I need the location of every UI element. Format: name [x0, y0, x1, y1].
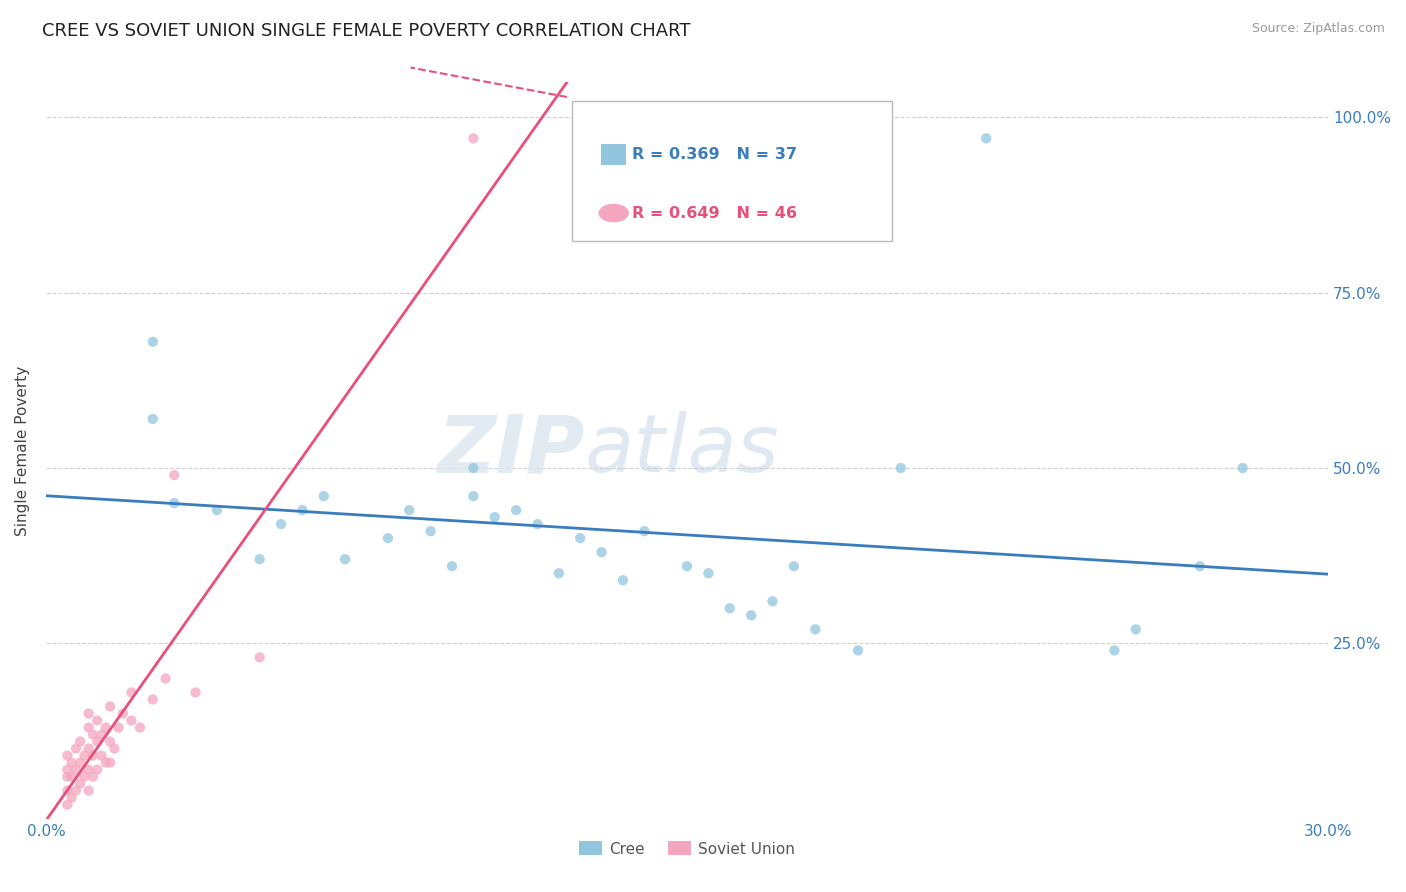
Point	[111, 706, 134, 721]
Point	[676, 559, 699, 574]
Point	[82, 748, 104, 763]
Point	[120, 714, 142, 728]
Point	[142, 334, 165, 349]
Point	[56, 783, 79, 797]
Point	[98, 756, 121, 770]
Legend: Cree, Soviet Union: Cree, Soviet Union	[572, 835, 801, 863]
Point	[65, 741, 87, 756]
Point	[98, 734, 121, 748]
Point	[1125, 623, 1147, 637]
Point	[77, 763, 100, 777]
Point	[505, 503, 527, 517]
Point	[129, 721, 152, 735]
Point	[591, 545, 613, 559]
Point	[419, 524, 441, 538]
Point	[974, 131, 997, 145]
Point	[98, 699, 121, 714]
Point	[94, 756, 117, 770]
Point	[73, 770, 96, 784]
Point	[142, 692, 165, 706]
Point	[633, 524, 655, 538]
Text: atlas: atlas	[585, 411, 779, 490]
Point	[270, 517, 292, 532]
Point	[1188, 559, 1211, 574]
Point	[398, 503, 420, 517]
Point	[69, 756, 91, 770]
Point	[761, 594, 783, 608]
Point	[107, 721, 129, 735]
Point	[377, 531, 399, 545]
FancyBboxPatch shape	[572, 101, 893, 241]
Point	[463, 131, 485, 145]
Text: CREE VS SOVIET UNION SINGLE FEMALE POVERTY CORRELATION CHART: CREE VS SOVIET UNION SINGLE FEMALE POVER…	[42, 22, 690, 40]
Y-axis label: Single Female Poverty: Single Female Poverty	[15, 366, 30, 535]
Point	[526, 517, 548, 532]
Point	[163, 496, 186, 510]
Point	[65, 783, 87, 797]
Point	[90, 727, 112, 741]
Point	[804, 623, 827, 637]
Ellipse shape	[599, 203, 628, 222]
Text: R = 0.649   N = 46: R = 0.649 N = 46	[631, 205, 797, 220]
Point	[463, 461, 485, 475]
Point	[69, 777, 91, 791]
Point	[65, 763, 87, 777]
Point	[86, 714, 108, 728]
Point	[205, 503, 228, 517]
Point	[569, 531, 592, 545]
Text: ZIP: ZIP	[437, 411, 585, 490]
Point	[56, 748, 79, 763]
Point	[56, 797, 79, 812]
Point	[155, 672, 177, 686]
Point	[77, 721, 100, 735]
Point	[718, 601, 741, 615]
Point	[612, 574, 634, 588]
Point	[163, 468, 186, 483]
Point	[484, 510, 506, 524]
Text: R = 0.369   N = 37: R = 0.369 N = 37	[631, 147, 797, 162]
Point	[90, 748, 112, 763]
Point	[697, 566, 720, 581]
Point	[77, 783, 100, 797]
Point	[82, 727, 104, 741]
Point	[73, 748, 96, 763]
Point	[846, 643, 869, 657]
Point	[86, 734, 108, 748]
Point	[94, 721, 117, 735]
Point	[60, 790, 83, 805]
Point	[142, 412, 165, 426]
Point	[291, 503, 314, 517]
Point	[56, 770, 79, 784]
Point	[86, 763, 108, 777]
Point	[440, 559, 463, 574]
Point	[120, 685, 142, 699]
Text: Source: ZipAtlas.com: Source: ZipAtlas.com	[1251, 22, 1385, 36]
Point	[82, 770, 104, 784]
Point	[740, 608, 762, 623]
Point	[1104, 643, 1126, 657]
Point	[60, 756, 83, 770]
Point	[103, 741, 125, 756]
Point	[60, 770, 83, 784]
Point	[783, 559, 806, 574]
FancyBboxPatch shape	[602, 145, 626, 165]
Point	[547, 566, 569, 581]
Point	[77, 706, 100, 721]
Point	[56, 763, 79, 777]
Point	[249, 650, 271, 665]
Point	[890, 461, 912, 475]
Point	[184, 685, 207, 699]
Point	[312, 489, 335, 503]
Point	[463, 489, 485, 503]
Point	[333, 552, 356, 566]
Point	[1232, 461, 1254, 475]
Point	[77, 741, 100, 756]
Point	[249, 552, 271, 566]
Point	[69, 734, 91, 748]
